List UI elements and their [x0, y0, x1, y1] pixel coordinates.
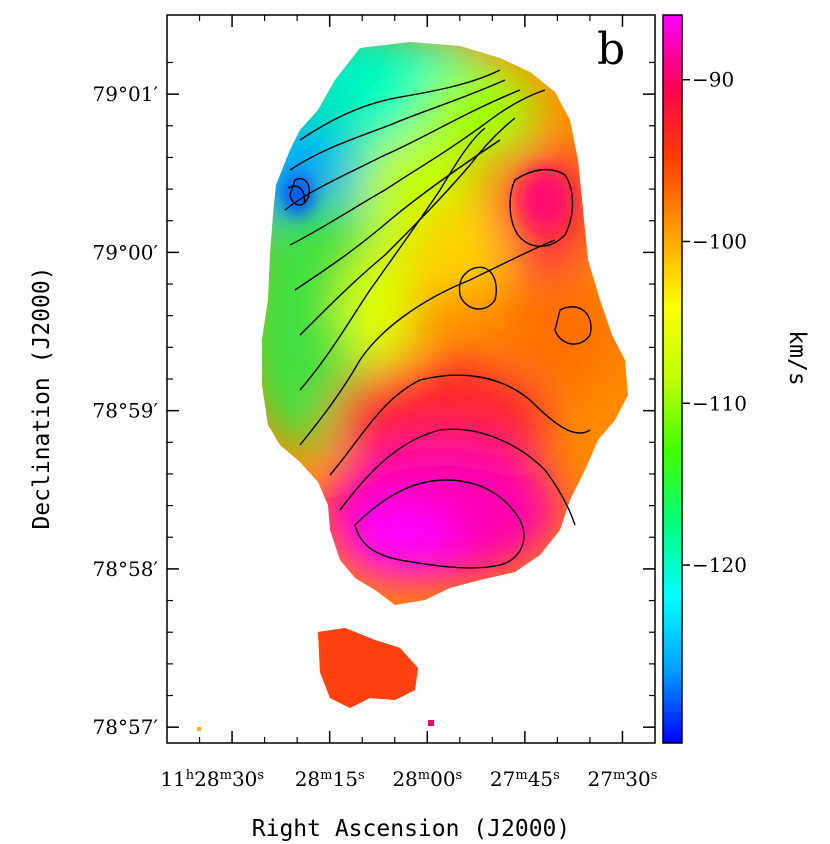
x-axis-title: Right Ascension (J2000) [252, 816, 571, 842]
x-axis-ticks [198, 15, 624, 743]
colorbar-title: km/s [784, 330, 810, 385]
y-axis-title: Declination (J2000) [29, 266, 55, 529]
panel-label: b [597, 24, 625, 75]
stray-pixel [428, 720, 434, 726]
y-tick-label: 78°57′ [93, 715, 159, 739]
stray-pixel [197, 727, 201, 731]
x-tick-label: 27m30s [588, 767, 658, 791]
colorbar-ticks: −90 −100 −110 −120 [682, 68, 747, 577]
colorbar-tick-label: −120 [692, 553, 747, 577]
y-axis-tick-labels: 79°01′ 79°00′ 78°59′ 78°58′ 78°57′ [93, 82, 159, 739]
y-axis-ticks [167, 61, 655, 728]
y-tick-label: 78°59′ [93, 399, 159, 423]
velocity-map [262, 42, 628, 708]
colorbar [662, 14, 683, 744]
x-axis-tick-labels: 11h28m30s 28m15s 28m00s 27m45s 27m30s [160, 767, 657, 791]
y-tick-label: 78°58′ [93, 557, 159, 581]
x-tick-label: 28m00s [392, 767, 462, 791]
colorbar-tick-label: −90 [692, 68, 734, 92]
y-tick-label: 79°01′ [93, 82, 159, 106]
contour-lines [284, 69, 592, 569]
y-tick-label: 79°00′ [93, 240, 159, 264]
x-tick-label: 28m15s [295, 767, 365, 791]
colorbar-tick-label: −100 [692, 229, 747, 253]
colorbar-tick-label: −110 [692, 391, 747, 415]
x-tick-label: 27m45s [490, 767, 560, 791]
x-tick-label: 11h28m30s [160, 767, 264, 791]
